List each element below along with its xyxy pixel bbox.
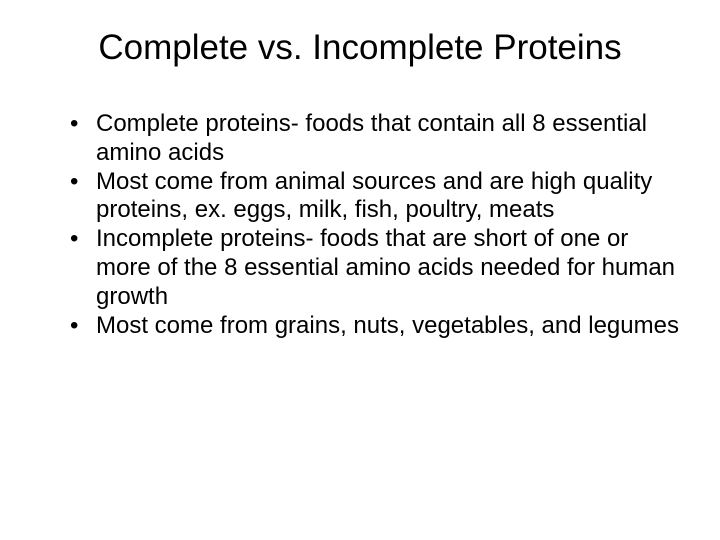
list-item: Most come from grains, nuts, vegetables,…	[70, 312, 680, 341]
slide-title: Complete vs. Incomplete Proteins	[40, 28, 680, 68]
bullet-list: Complete proteins- foods that contain al…	[40, 110, 680, 340]
list-item: Most come from animal sources and are hi…	[70, 168, 680, 226]
list-item: Incomplete proteins- foods that are shor…	[70, 225, 680, 311]
list-item: Complete proteins- foods that contain al…	[70, 110, 680, 168]
